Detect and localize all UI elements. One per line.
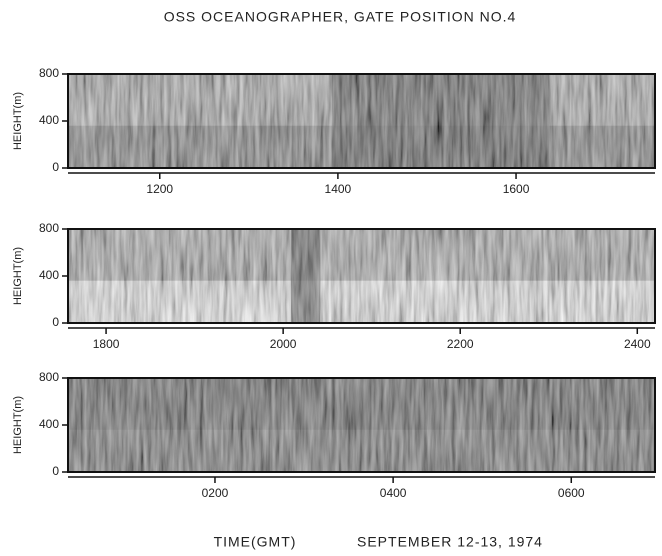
x-tick-label: 0400	[380, 486, 407, 500]
y-axis-title: HEIGHT(m)	[12, 247, 24, 305]
y-axis-title: HEIGHT(m)	[12, 92, 24, 150]
y-tick-label: 400	[39, 268, 59, 282]
record-texture	[68, 74, 655, 168]
x-tick-label: 1400	[325, 182, 352, 196]
x-tick-label: 1200	[146, 182, 173, 196]
y-axis-title: HEIGHT(m)	[12, 396, 24, 454]
record-texture	[68, 378, 655, 472]
x-tick-label: 1600	[503, 182, 530, 196]
y-tick-label: 0	[52, 160, 59, 174]
x-axis-title: TIME(GMT)	[214, 534, 297, 550]
record-texture	[68, 229, 655, 323]
x-tick-label: 2000	[270, 337, 297, 351]
y-tick-label: 800	[39, 221, 59, 235]
x-tick-label: 2400	[624, 337, 651, 351]
x-tick-label: 0200	[202, 486, 229, 500]
figure-title: OSS OCEANOGRAPHER, GATE POSITION NO.4	[164, 9, 517, 25]
y-tick-label: 800	[39, 370, 59, 384]
x-tick-label: 2200	[447, 337, 474, 351]
y-tick-label: 400	[39, 113, 59, 127]
y-tick-label: 400	[39, 417, 59, 431]
x-tick-label: 1800	[93, 337, 120, 351]
caption: SEPTEMBER 12-13, 1974	[357, 534, 543, 550]
y-tick-label: 800	[39, 66, 59, 80]
y-tick-label: 0	[52, 464, 59, 478]
y-tick-label: 0	[52, 315, 59, 329]
x-tick-label: 0600	[558, 486, 585, 500]
